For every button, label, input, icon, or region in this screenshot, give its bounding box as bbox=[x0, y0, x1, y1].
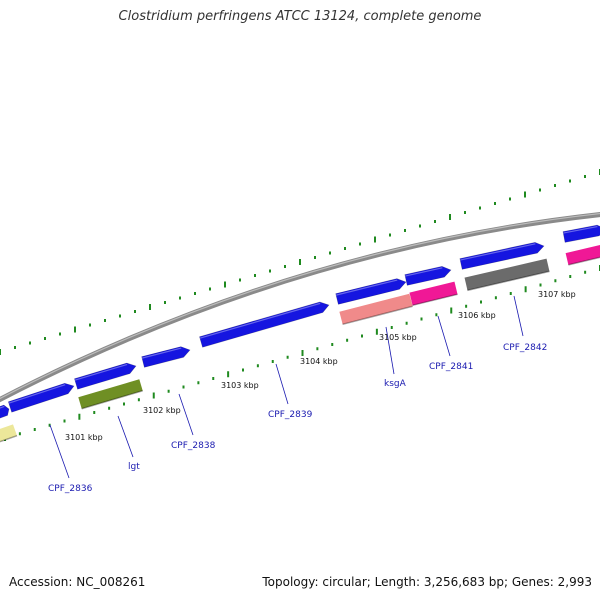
gene-label[interactable]: CPF_2836 bbox=[48, 484, 93, 494]
gene-label[interactable]: CPF_2839 bbox=[268, 410, 313, 420]
accession-text: Accession: NC_008261 bbox=[9, 575, 146, 589]
cds-arrow-shine bbox=[141, 347, 182, 359]
tick-label: 3103 kbp bbox=[221, 381, 259, 390]
genome-summary-text: Topology: circular; Length: 3,256,683 bp… bbox=[262, 575, 592, 589]
map-title: Clostridium perfringens ATCC 13124, comp… bbox=[118, 9, 482, 24]
gene-label[interactable]: CPF_2841 bbox=[429, 362, 473, 372]
gc-skew-ticks bbox=[0, 169, 600, 441]
cds-arrow[interactable] bbox=[404, 266, 452, 286]
gene-label[interactable]: ksgA bbox=[384, 379, 407, 389]
cds-arrow-shine bbox=[335, 279, 398, 296]
tick-label: 3107 kbp bbox=[538, 290, 576, 299]
lgt-feature-edge bbox=[81, 390, 143, 410]
cds-arrow-shine bbox=[74, 363, 128, 381]
genome-backbone bbox=[0, 212, 600, 403]
cds-arrow-shine bbox=[8, 384, 66, 404]
label-leaders bbox=[49, 295, 524, 479]
leader-line bbox=[513, 295, 524, 337]
backbone-line bbox=[0, 212, 600, 403]
leader-line bbox=[385, 326, 395, 375]
tick-label: 3104 kbp bbox=[300, 357, 338, 366]
cds-arrow-shine bbox=[563, 225, 598, 234]
cpf2841-feature[interactable] bbox=[409, 281, 458, 306]
ksgA-feature-edge bbox=[342, 305, 413, 326]
cds-arrow-shine bbox=[405, 267, 443, 277]
partial-feature-left[interactable] bbox=[0, 424, 17, 442]
cpf2842-feature-edge bbox=[467, 270, 550, 292]
labels: 3101 kbp 3102 kbp 3103 kbp 3104 kbp 3105… bbox=[48, 290, 576, 494]
cds-arrow-shine bbox=[199, 302, 321, 339]
partial-feature-right-edge bbox=[568, 256, 600, 266]
leader-line bbox=[275, 363, 289, 405]
cds-arrow-shine bbox=[0, 405, 5, 409]
cds-arrow[interactable] bbox=[335, 278, 407, 305]
cds-arrow[interactable] bbox=[141, 346, 191, 368]
cds-arrow-shine bbox=[460, 243, 536, 261]
outer-gc-row bbox=[0, 169, 600, 355]
cds-arrow[interactable] bbox=[0, 404, 10, 419]
cds-arrow[interactable] bbox=[562, 224, 600, 243]
cds-arrow[interactable] bbox=[7, 382, 75, 413]
leader-line bbox=[178, 393, 194, 436]
gene-label[interactable]: CPF_2838 bbox=[171, 441, 216, 451]
tick-label: 3106 kbp bbox=[458, 311, 496, 320]
tick-label: 3102 kbp bbox=[143, 406, 181, 415]
lgt-feature[interactable] bbox=[78, 379, 143, 409]
ksgA-feature[interactable] bbox=[339, 293, 413, 325]
backbone-highlight bbox=[0, 212, 600, 400]
partial-feature-left-edge bbox=[0, 434, 18, 443]
cds-arrow[interactable] bbox=[199, 301, 330, 348]
feature-arrows bbox=[0, 224, 600, 479]
cds-arrow[interactable] bbox=[74, 362, 137, 390]
gene-label[interactable]: CPF_2842 bbox=[503, 343, 547, 353]
leader-line bbox=[49, 424, 70, 479]
gene-label[interactable]: lgt bbox=[128, 462, 140, 472]
tick-label: 3105 kbp bbox=[379, 333, 417, 342]
cpf2841-feature-edge bbox=[412, 293, 458, 307]
tick-label: 3101 kbp bbox=[65, 433, 103, 442]
leader-line bbox=[437, 315, 451, 357]
cpf2842-feature[interactable] bbox=[464, 258, 550, 291]
partial-feature-right[interactable] bbox=[565, 244, 600, 265]
leader-line bbox=[117, 415, 134, 458]
cds-arrow[interactable] bbox=[459, 242, 545, 270]
